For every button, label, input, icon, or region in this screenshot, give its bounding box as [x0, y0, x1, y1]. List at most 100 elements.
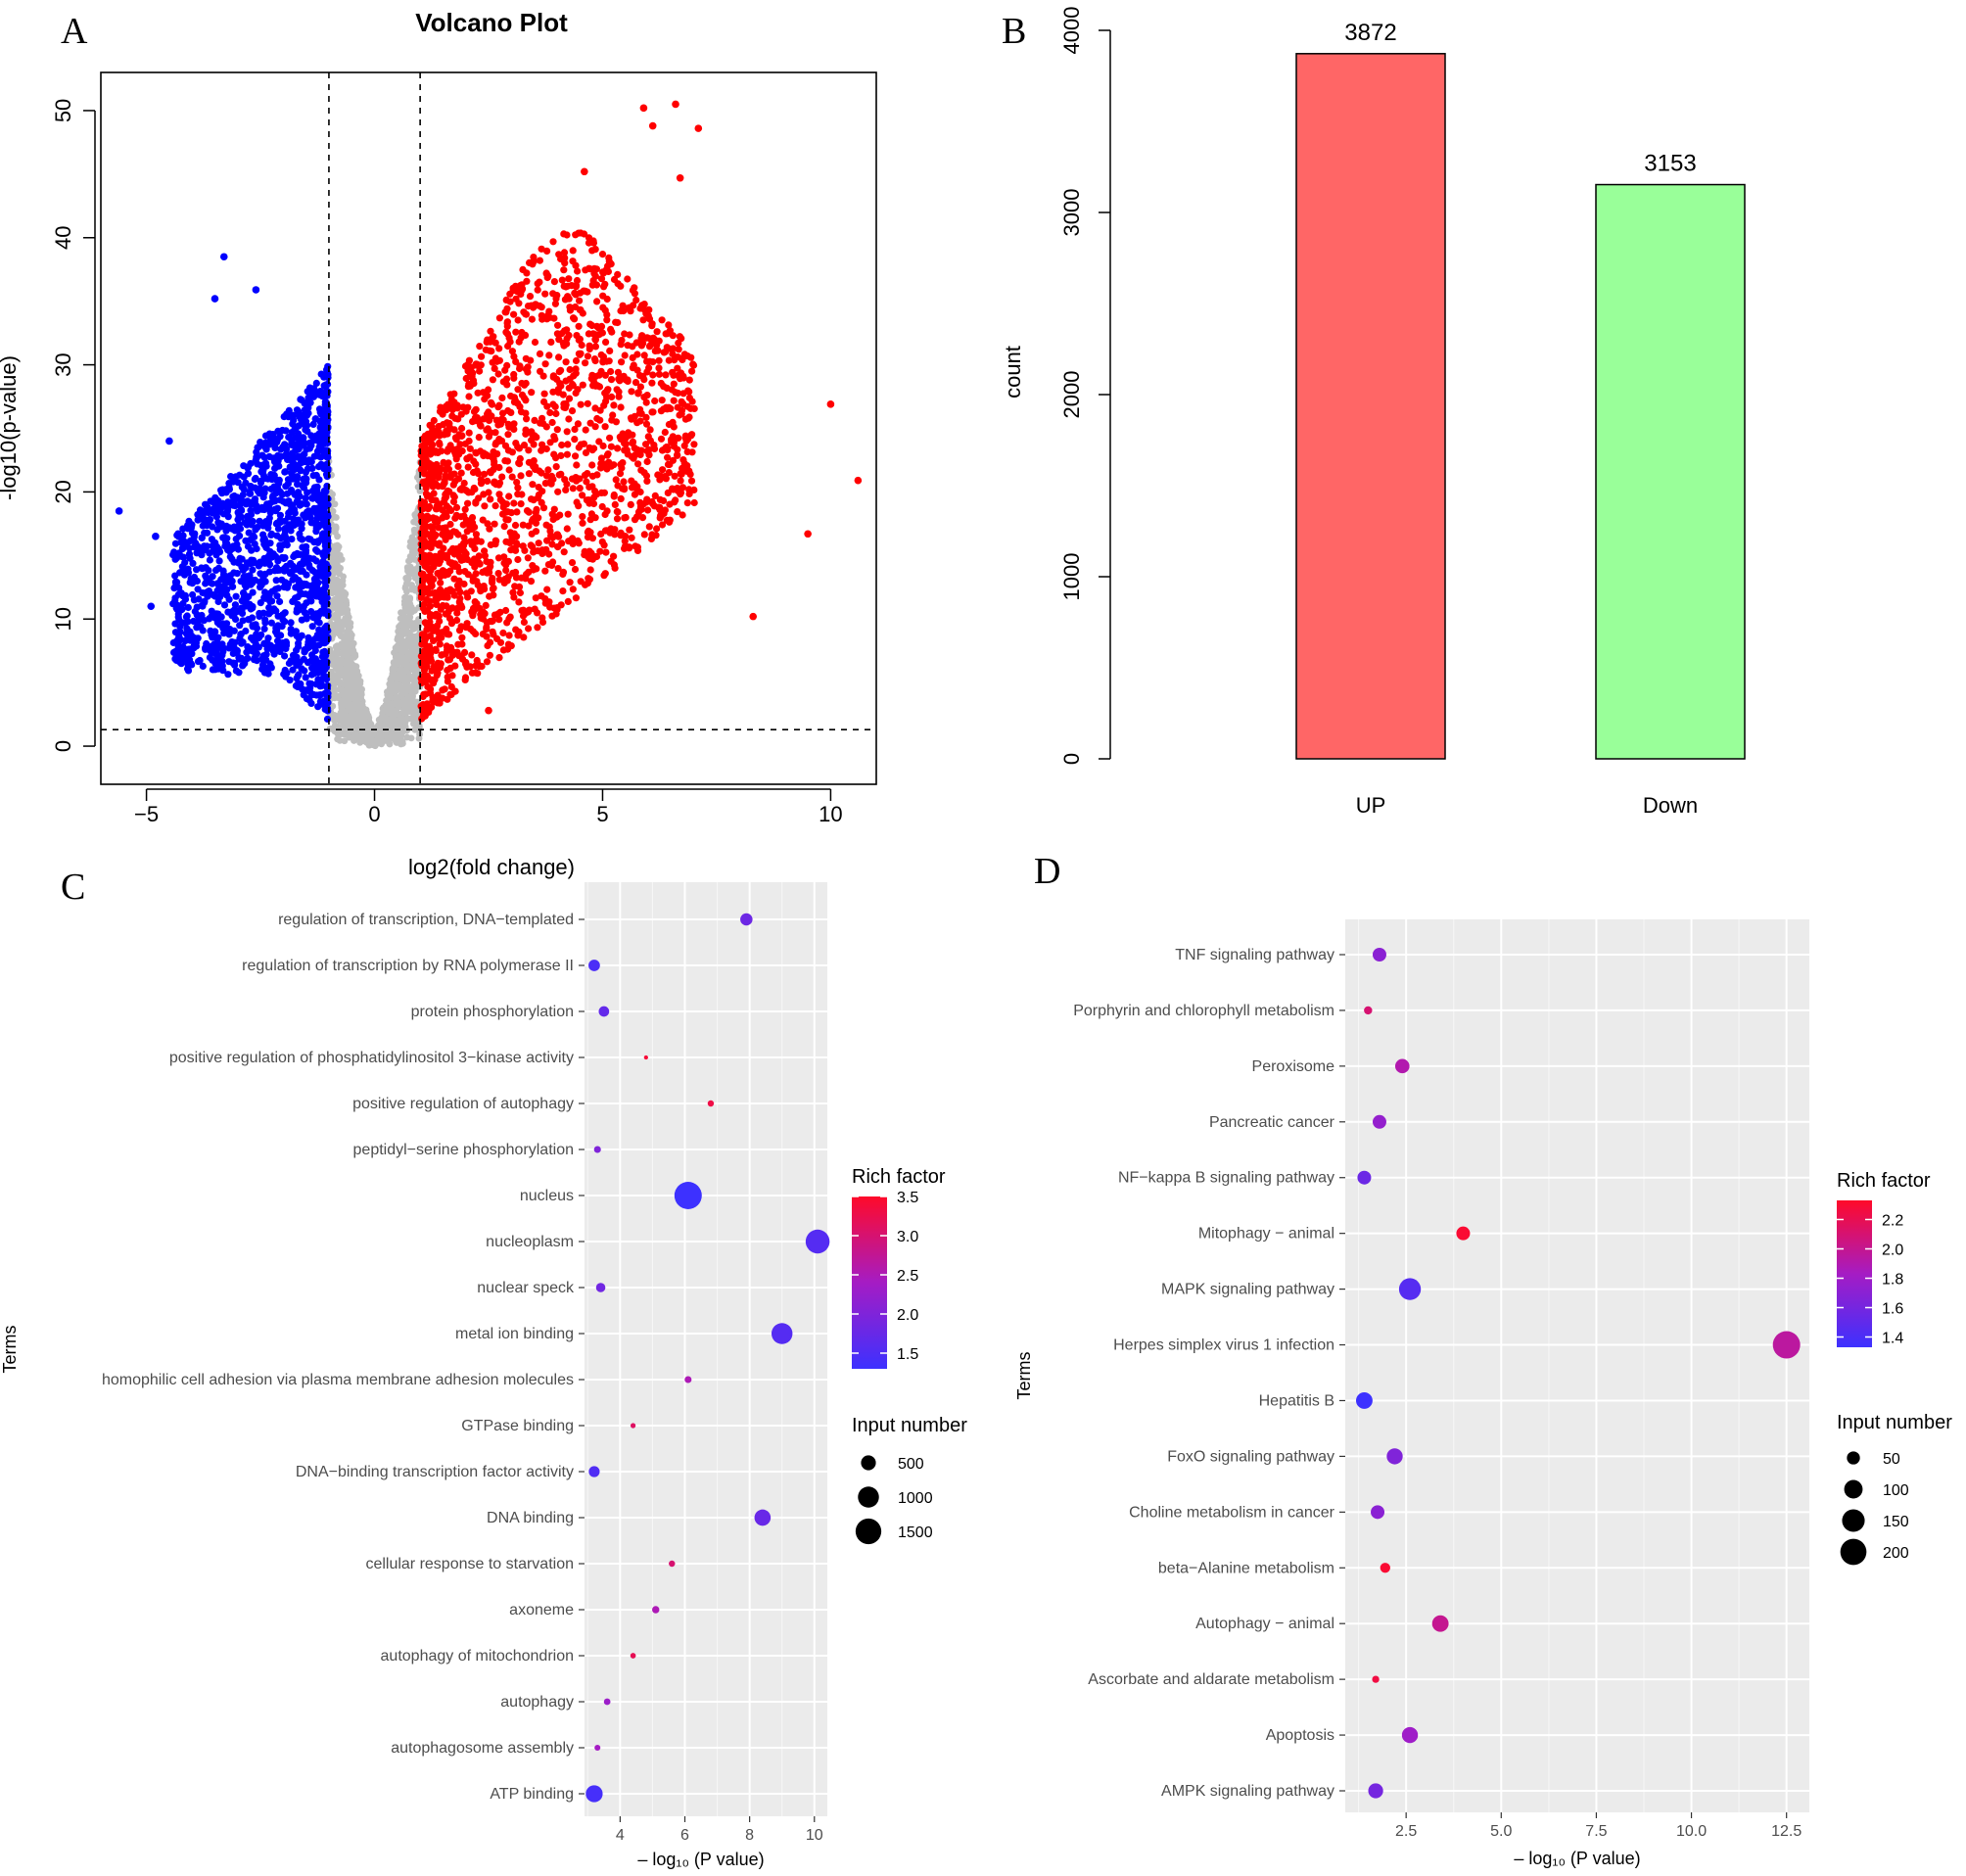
up-point — [677, 477, 684, 485]
up-point — [564, 441, 572, 448]
up-point — [528, 315, 537, 323]
up-point — [586, 320, 594, 328]
up-point — [527, 356, 535, 364]
up-point — [595, 438, 603, 446]
up-point — [509, 284, 517, 292]
down-point — [256, 579, 264, 586]
up-point — [645, 343, 654, 351]
down-point — [254, 487, 261, 494]
down-point — [319, 520, 327, 528]
up-point — [615, 388, 623, 396]
up-point — [514, 316, 522, 324]
up-point — [550, 505, 558, 513]
down-point — [295, 642, 303, 651]
down-point — [324, 527, 332, 536]
down-point — [242, 500, 250, 508]
ns-point — [411, 727, 419, 733]
down-point — [237, 631, 245, 638]
down-point — [314, 703, 322, 711]
up-point — [577, 441, 585, 448]
down-point — [291, 594, 300, 602]
up-point — [437, 605, 445, 613]
panel-letter-d: D — [1034, 851, 1060, 892]
up-point — [623, 446, 631, 454]
down-point — [212, 566, 220, 575]
up-point — [481, 396, 489, 403]
down-point — [321, 539, 329, 546]
up-point — [579, 513, 586, 521]
up-point — [485, 433, 492, 441]
down-point — [307, 458, 315, 466]
up-point — [606, 529, 614, 537]
down-point — [308, 494, 316, 502]
down-point — [202, 572, 210, 580]
up-point — [602, 548, 610, 556]
up-point — [424, 436, 432, 445]
down-point — [190, 641, 198, 649]
down-point — [298, 525, 305, 533]
down-point — [321, 562, 329, 571]
up-point — [648, 379, 656, 387]
up-point — [585, 330, 593, 338]
up-point — [479, 516, 487, 524]
up-point — [437, 579, 445, 586]
down-point — [259, 493, 267, 501]
up-point — [656, 495, 665, 503]
up-point — [430, 636, 438, 645]
down-point — [184, 565, 192, 573]
up-point — [498, 473, 506, 481]
up-point — [634, 460, 642, 468]
up-point — [658, 316, 666, 324]
up-point — [428, 624, 436, 632]
up-point — [600, 401, 608, 409]
up-point — [464, 463, 472, 471]
down-point — [304, 511, 311, 519]
up-point — [627, 500, 634, 508]
down-point — [313, 487, 321, 494]
down-point — [225, 480, 233, 488]
up-point — [475, 434, 483, 442]
up-point — [674, 508, 681, 516]
up-point — [515, 300, 523, 307]
ns-point — [348, 688, 354, 696]
up-point — [510, 352, 518, 360]
up-point — [582, 287, 589, 295]
ns-point — [333, 559, 341, 567]
down-point — [274, 525, 283, 533]
down-point — [287, 456, 295, 464]
up-point — [569, 247, 577, 255]
up-point — [546, 408, 554, 417]
up-point — [634, 508, 643, 516]
ns-point — [333, 692, 341, 699]
down-point — [302, 494, 309, 502]
down-point — [286, 677, 294, 684]
up-point — [547, 338, 555, 346]
up-point — [454, 475, 463, 483]
ns-point — [408, 608, 415, 616]
up-point — [493, 450, 501, 458]
down-point — [284, 580, 293, 588]
down-point — [318, 598, 326, 606]
up-point — [472, 449, 480, 457]
panel-letter-b: B — [1002, 11, 1026, 52]
up-point — [468, 651, 476, 659]
up-point — [521, 546, 529, 554]
down-point — [267, 531, 275, 539]
down-point — [260, 625, 268, 633]
up-point — [522, 426, 530, 434]
up-point — [484, 569, 492, 577]
up-point — [688, 367, 696, 375]
up-point — [536, 278, 543, 286]
down-point — [314, 632, 322, 639]
up-point — [573, 498, 581, 506]
down-point — [313, 447, 322, 455]
up-point — [533, 505, 540, 514]
down-point — [198, 601, 206, 610]
down-point — [324, 692, 332, 700]
down-point — [273, 504, 282, 512]
up-point — [535, 539, 542, 547]
up-point — [506, 338, 514, 346]
down-point — [188, 521, 196, 529]
up-point — [674, 487, 681, 494]
